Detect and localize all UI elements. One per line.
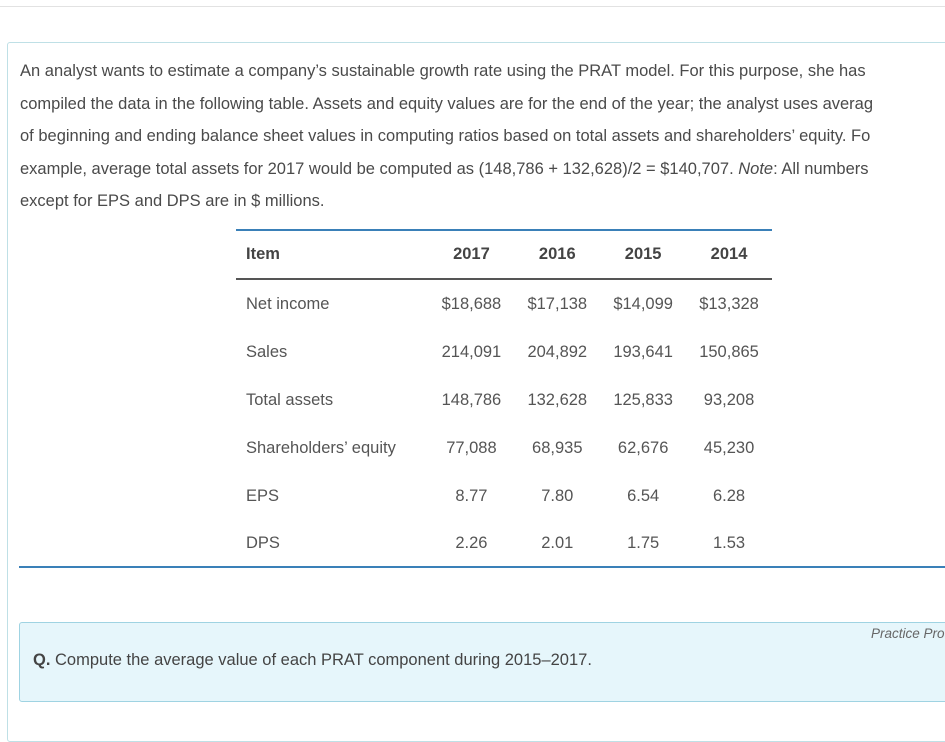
row-label: Shareholders’ equity	[246, 438, 396, 457]
header-2015: 2015	[624, 245, 662, 263]
cell-value: 1.75	[627, 534, 660, 553]
cell-value: 150,865	[699, 343, 759, 362]
table-row: Net income $18,688 $17,138 $14,099 $13,3…	[236, 279, 772, 329]
intro-line-4: example, average total assets for 2017 w…	[20, 153, 945, 186]
intro-line-3: of beginning and ending balance sheet va…	[20, 127, 871, 145]
cell-value: 77,088	[446, 438, 497, 457]
cell-value: $18,688	[441, 295, 502, 314]
intro-line-1: An analyst wants to estimate a company’s…	[20, 62, 866, 80]
cell-value: $17,138	[527, 295, 588, 314]
note-label: Note	[738, 159, 774, 178]
question-label: Q.	[33, 651, 51, 669]
row-label: Total assets	[246, 390, 334, 409]
row-label: EPS	[246, 486, 280, 505]
cell-value: 45,230	[703, 438, 755, 457]
cell-value: 8.77	[455, 486, 488, 505]
cell-value: 62,676	[617, 438, 669, 457]
header-2016: 2016	[538, 245, 576, 263]
question-box	[19, 622, 945, 702]
cell-value: $13,328	[699, 295, 759, 314]
cell-value: 204,892	[527, 343, 588, 362]
table-row: Total assets 148,786 132,628 125,833 93,…	[236, 377, 772, 425]
cell-value: $14,099	[613, 295, 673, 314]
header-item: Item	[246, 245, 280, 263]
cell-value: 7.80	[541, 486, 574, 505]
cell-value: 6.28	[712, 486, 746, 505]
cell-value: 2.01	[541, 534, 574, 553]
cell-value: 125,833	[613, 390, 673, 409]
table-header-row: Item 2017 2016 2015 2014	[236, 230, 772, 279]
header-2014: 2014	[710, 245, 748, 263]
intro-paragraph: An analyst wants to estimate a company’s…	[20, 55, 945, 218]
cell-value: 148,786	[441, 390, 502, 409]
question-text: Q. Compute the average value of each PRA…	[33, 651, 592, 670]
cell-value: 132,628	[527, 390, 588, 409]
table-bottom-rule	[19, 566, 945, 568]
intro-line-2: compiled the data in the following table…	[20, 94, 874, 113]
table-row: Shareholders’ equity 77,088 68,935 62,67…	[236, 424, 772, 472]
question-body: Compute the average value of each PRAT c…	[50, 651, 592, 669]
top-divider	[0, 6, 945, 7]
table-row: Sales 214,091 204,892 193,641 150,865	[236, 329, 772, 377]
cell-value: 68,935	[532, 438, 583, 457]
cell-value: 93,208	[703, 390, 755, 409]
cell-value: 193,641	[613, 343, 673, 362]
row-label: Sales	[246, 343, 288, 362]
row-label: DPS	[246, 534, 280, 553]
intro-line-5: except for EPS and DPS are in $ millions…	[20, 192, 325, 210]
intro-line-4-text: example, average total assets for 2017 w…	[20, 159, 739, 178]
intro-line-4-text-end: : All numbers	[773, 159, 869, 178]
practice-problem-label: Practice Pro	[871, 626, 945, 641]
cell-value: 1.53	[712, 534, 746, 553]
cell-value: 2.26	[455, 534, 488, 553]
cell-value: 6.54	[627, 486, 660, 505]
financial-data-table: Item 2017 2016 2015 2014 Net income $18,…	[236, 229, 772, 568]
table-row: DPS 2.26 2.01 1.75 1.53	[236, 520, 772, 568]
row-label: Net income	[246, 295, 330, 314]
header-2017: 2017	[453, 245, 490, 263]
table-row: EPS 8.77 7.80 6.54 6.28	[236, 472, 772, 520]
cell-value: 214,091	[441, 343, 502, 362]
